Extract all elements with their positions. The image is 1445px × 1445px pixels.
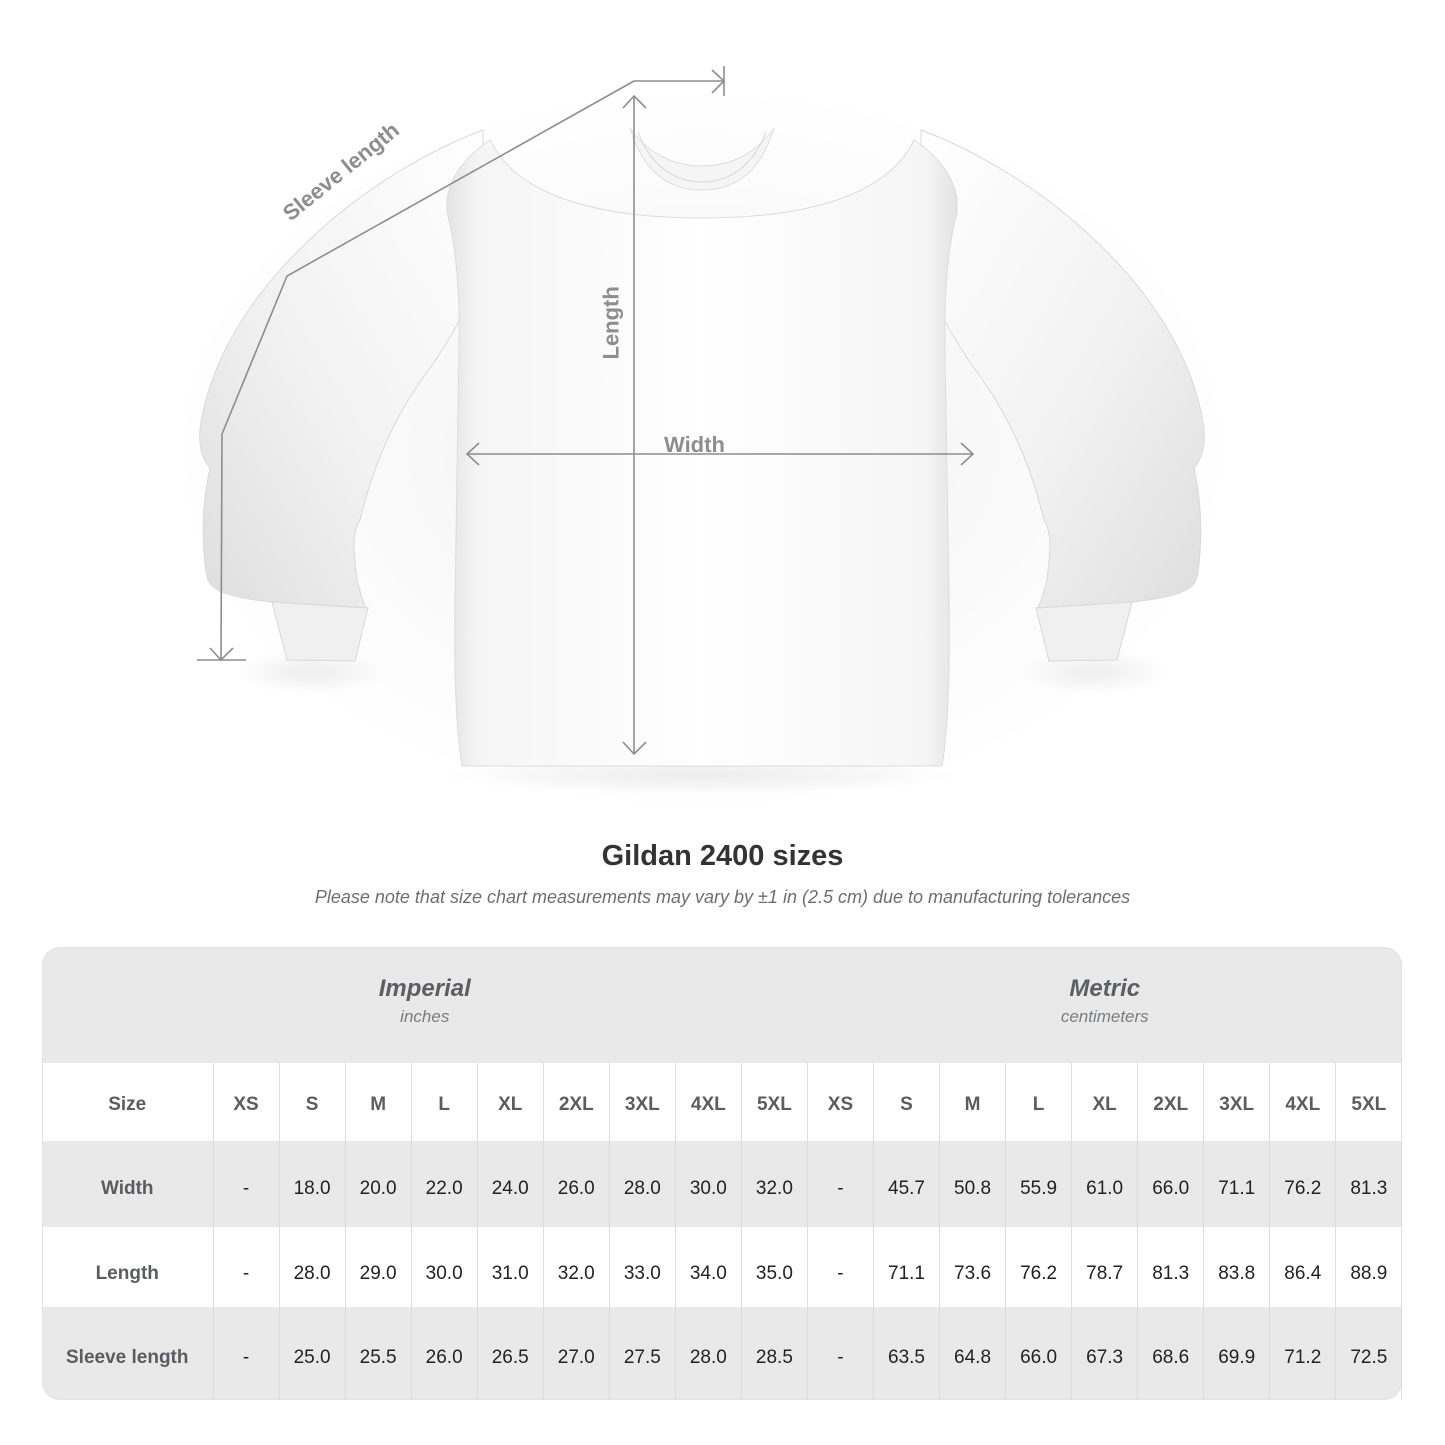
- svg-text:Width: Width: [664, 432, 725, 457]
